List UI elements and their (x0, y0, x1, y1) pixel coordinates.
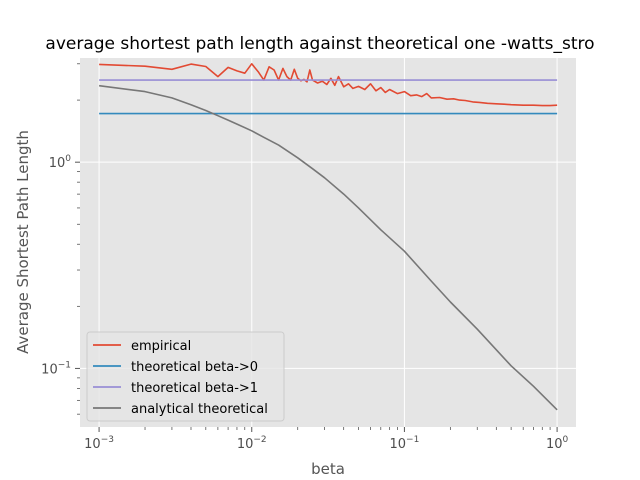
series-line-4 (98, 84, 558, 411)
y-axis: 10−1 100 (41, 63, 80, 415)
y-tick-label: 10−1 (41, 360, 71, 377)
x-tick-label: 10−1 (390, 435, 420, 452)
x-axis-label: beta (311, 460, 345, 478)
y-tick-label: 100 (49, 154, 72, 171)
legend-label: analytical theoretical (131, 402, 268, 417)
x-tick-label: 10−3 (84, 435, 114, 452)
legend-label: theoretical beta->0 (131, 360, 258, 375)
chart-title: average shortest path length against the… (45, 34, 594, 54)
legend-label: empirical (131, 339, 191, 354)
grid (80, 58, 576, 427)
legend: empirical theoretical beta->0 theoretical … (86, 331, 285, 422)
x-tick-label: 10−2 (237, 435, 267, 452)
x-axis: 10−3 10−2 10−1 100 (84, 427, 568, 452)
legend-label: theoretical beta->1 (131, 381, 258, 396)
x-tick-label: 100 (546, 435, 569, 452)
y-axis-label: Average Shortest Path Length (14, 130, 32, 354)
series-layer (98, 62, 558, 411)
legend-box (86, 331, 285, 422)
series-line-1 (99, 62, 558, 107)
